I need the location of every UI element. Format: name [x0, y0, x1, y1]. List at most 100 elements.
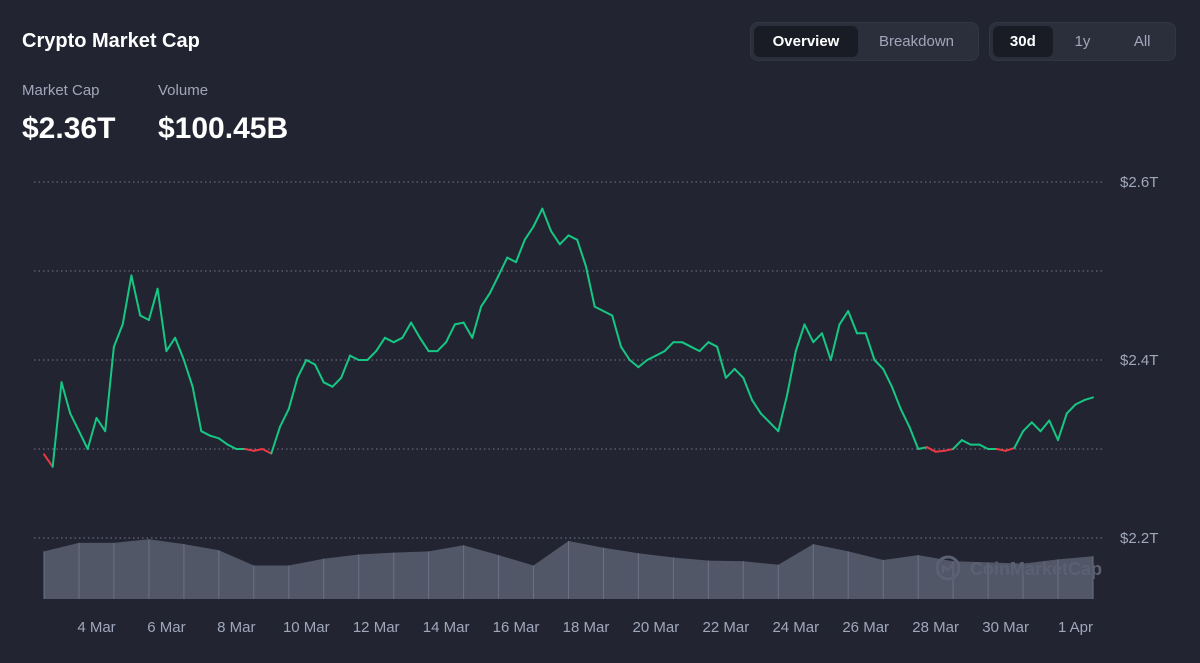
price-line-segment — [803, 323, 815, 344]
price-line-segment — [541, 207, 552, 232]
price-line-segment — [742, 376, 754, 402]
volume-layer — [43, 539, 1094, 599]
price-line-segment — [445, 323, 456, 344]
price-line-segment — [654, 350, 666, 357]
x-tick-label: 20 Mar — [633, 619, 680, 636]
price-line-segment — [51, 381, 63, 468]
range-all-button[interactable]: All — [1133, 33, 1151, 50]
price-line-segment — [261, 448, 273, 455]
x-tick-label: 10 Mar — [283, 619, 330, 636]
price-line-segment — [471, 305, 483, 339]
tab-breakdown[interactable]: Breakdown — [878, 33, 955, 50]
price-line-segment — [401, 321, 413, 339]
price-line-segment — [620, 345, 631, 361]
price-line-segment — [899, 407, 911, 428]
market-cap-label: Market Cap — [22, 82, 100, 99]
price-line-segment — [182, 359, 194, 388]
price-line-segment — [383, 336, 395, 344]
price-line-segment — [287, 376, 299, 410]
price-line-segment — [497, 256, 509, 277]
price-line-segment — [86, 416, 98, 450]
price-line-segment — [1083, 396, 1094, 402]
price-line-segment — [375, 336, 386, 353]
price-line-segment — [1057, 412, 1068, 442]
price-line-segment — [147, 287, 159, 321]
price-line-segment — [270, 425, 281, 455]
view-toggle: Overview Breakdown — [750, 22, 979, 61]
y-tick-label: $2.4T — [1120, 352, 1158, 369]
price-line-segment — [943, 448, 955, 452]
price-line-segment — [576, 238, 587, 268]
price-line-segment — [191, 385, 203, 433]
price-line-segment — [768, 421, 780, 433]
x-tick-label: 28 Mar — [912, 619, 959, 636]
x-tick-label: 1 Apr — [1058, 619, 1093, 636]
volume-value: $100.45B — [158, 112, 289, 145]
price-line-segment — [847, 310, 858, 335]
price-line-segment — [724, 367, 736, 379]
price-line-segment — [716, 345, 727, 379]
y-tick-label: $2.6T — [1120, 174, 1158, 191]
x-tick-label: 30 Mar — [982, 619, 1029, 636]
watermark-text: CoinMarketCap — [970, 559, 1102, 579]
price-line-segment — [392, 336, 404, 344]
price-line-segment — [558, 234, 570, 246]
line-layer — [43, 207, 1094, 468]
price-line-segment — [305, 359, 316, 366]
price-line-segment — [960, 439, 972, 446]
price-line-segment — [681, 341, 692, 348]
y-axis: $2.6T $2.4T $2.2T — [1120, 174, 1158, 547]
price-line-segment — [646, 354, 657, 361]
price-line-segment — [279, 407, 290, 428]
watermark: CoinMarketCap — [935, 555, 1102, 581]
price-line-segment — [1030, 421, 1042, 433]
price-line-segment — [1048, 419, 1059, 442]
price-line-segment — [777, 394, 788, 433]
price-line-segment — [689, 345, 701, 353]
price-line-segment — [812, 332, 823, 344]
price-line-segment — [121, 274, 133, 326]
y-tick-label: $2.2T — [1120, 530, 1158, 547]
price-line-segment — [829, 323, 841, 361]
x-tick-label: 4 Mar — [77, 619, 115, 636]
price-line-segment — [156, 287, 168, 353]
price-line-segment — [995, 448, 1007, 452]
price-line-segment — [952, 439, 963, 450]
price-line-segment — [550, 230, 561, 246]
price-line-segment — [60, 381, 72, 415]
range-30d-button[interactable]: 30d — [993, 26, 1053, 57]
price-line-segment — [602, 310, 614, 317]
page-title: Crypto Market Cap — [22, 30, 200, 52]
x-tick-label: 18 Mar — [563, 619, 610, 636]
price-line-segment — [733, 367, 745, 379]
price-line-segment — [453, 321, 465, 326]
price-line-segment — [252, 448, 264, 452]
price-line-segment — [611, 314, 622, 348]
tab-overview[interactable]: Overview — [754, 26, 858, 57]
price-line-segment — [934, 449, 946, 453]
market-cap-value: $2.36T — [22, 112, 116, 145]
price-line-segment — [139, 314, 150, 321]
price-line-segment — [917, 446, 928, 450]
price-line-segment — [488, 274, 500, 295]
price-line-segment — [314, 363, 325, 384]
price-line-segment — [209, 434, 220, 440]
price-line-segment — [1065, 403, 1077, 415]
price-line-segment — [628, 359, 640, 369]
price-line-segment — [226, 443, 238, 450]
price-line-segment — [1013, 430, 1025, 450]
price-line-segment — [698, 341, 710, 353]
price-line-segment — [585, 265, 596, 308]
price-line-segment — [349, 354, 360, 361]
price-line-segment — [978, 443, 990, 450]
x-tick-label: 16 Mar — [493, 619, 540, 636]
price-line-segment — [663, 341, 675, 353]
price-line-segment — [786, 350, 797, 397]
price-line-segment — [200, 430, 212, 437]
range-1y-button[interactable]: 1y — [1074, 33, 1091, 50]
price-line-segment — [873, 359, 885, 370]
price-line-segment — [480, 292, 491, 308]
price-line-segment — [593, 305, 605, 313]
price-line-segment — [1022, 421, 1033, 433]
